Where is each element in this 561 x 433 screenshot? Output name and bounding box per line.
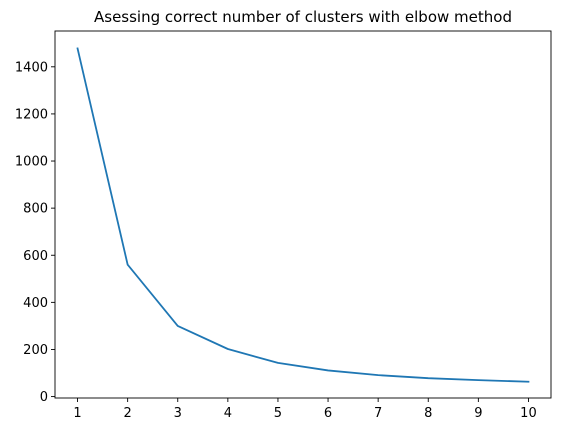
- x-tick-label: 8: [424, 406, 432, 421]
- x-tick-label: 4: [224, 406, 232, 421]
- y-tick-label: 1400: [15, 60, 48, 75]
- x-tick-label: 1: [73, 406, 81, 421]
- chart-title: Asessing correct number of clusters with…: [94, 8, 512, 26]
- y-tick-label: 200: [23, 343, 48, 358]
- x-tick-label: 3: [174, 406, 182, 421]
- x-axis-ticks: 1 2 3 4 5 6 7 8 9 10: [73, 398, 537, 421]
- y-tick-label: 1200: [15, 107, 48, 122]
- x-tick-label: 10: [520, 406, 537, 421]
- y-axis-ticks: 0 200 400 600 800 1000 1200 1400: [15, 60, 55, 405]
- y-tick-label: 800: [23, 202, 48, 217]
- y-tick-label: 400: [23, 296, 48, 311]
- plot-frame: [54, 30, 552, 399]
- x-tick-label: 7: [374, 406, 382, 421]
- x-tick-label: 6: [324, 406, 332, 421]
- series-line-0: [76, 47, 530, 383]
- x-tick-label: 5: [274, 406, 282, 421]
- y-tick-label: 0: [40, 390, 48, 405]
- x-tick-label: 9: [474, 406, 482, 421]
- x-tick-label: 2: [124, 406, 132, 421]
- series-layer: [76, 47, 530, 383]
- y-tick-label: 600: [23, 249, 48, 264]
- y-tick-label: 1000: [15, 155, 48, 170]
